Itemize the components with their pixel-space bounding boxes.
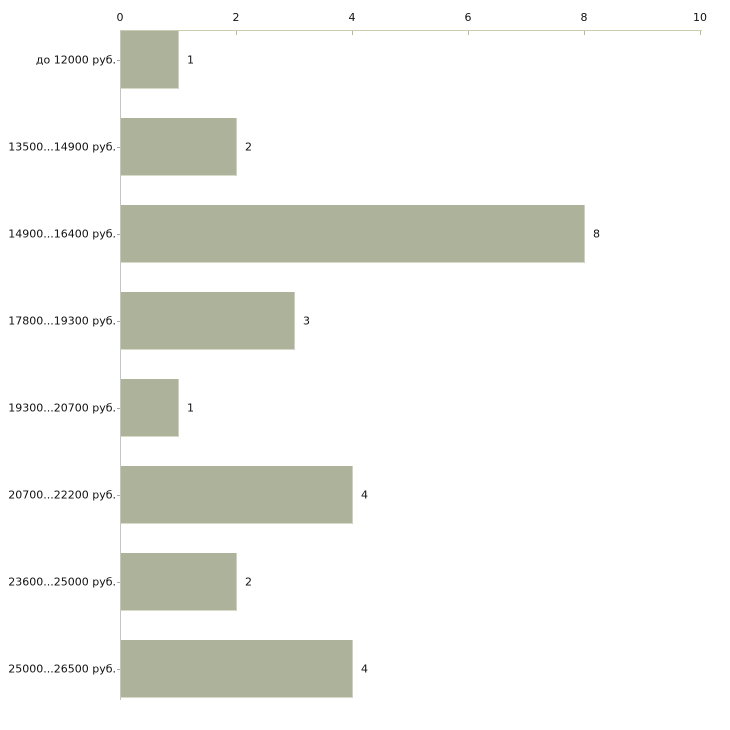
bar-value-label: 2 [245,575,252,589]
bar-value-label: 8 [593,227,600,241]
category-label: 14900...16400 руб. [8,227,116,241]
x-axis-tick-label: 10 [693,11,707,24]
bar [121,118,237,176]
bar [121,553,237,611]
x-axis-tick [236,31,237,35]
category-label: 13500...14900 руб. [8,140,116,154]
category-tick [117,147,120,148]
bar-value-label: 3 [303,314,310,328]
x-axis-tick-label: 2 [232,11,240,24]
category-tick [117,582,120,583]
bar-value-label: 4 [361,662,368,676]
category-label: 23600...25000 руб. [8,575,116,589]
x-axis-tick-label: 0 [116,11,124,24]
category-label: 25000...26500 руб. [8,662,116,676]
category-label: 19300...20700 руб. [8,401,116,415]
bar [121,379,179,437]
bar [121,205,585,263]
x-axis-line [120,30,702,31]
category-tick [117,60,120,61]
x-axis-tick [352,31,353,35]
x-axis-tick [700,31,701,35]
bar [121,640,353,698]
x-axis-tick [584,31,585,35]
bar-value-label: 2 [245,140,252,154]
category-tick [117,234,120,235]
bar-value-label: 1 [187,53,194,67]
x-axis-tick-label: 6 [464,11,472,24]
category-tick [117,669,120,670]
bar-value-label: 1 [187,401,194,415]
category-label: 17800...19300 руб. [8,314,116,328]
x-axis-tick [468,31,469,35]
y-axis-line [120,30,121,700]
category-tick [117,495,120,496]
x-axis-tick-label: 8 [580,11,588,24]
bar [121,466,353,524]
category-tick [117,321,120,322]
category-label: 20700...22200 руб. [8,488,116,502]
bar [121,292,295,350]
category-label: до 12000 руб. [35,53,116,67]
x-axis-tick-label: 4 [348,11,356,24]
bar-value-label: 4 [361,488,368,502]
bar [121,31,179,89]
category-tick [117,408,120,409]
